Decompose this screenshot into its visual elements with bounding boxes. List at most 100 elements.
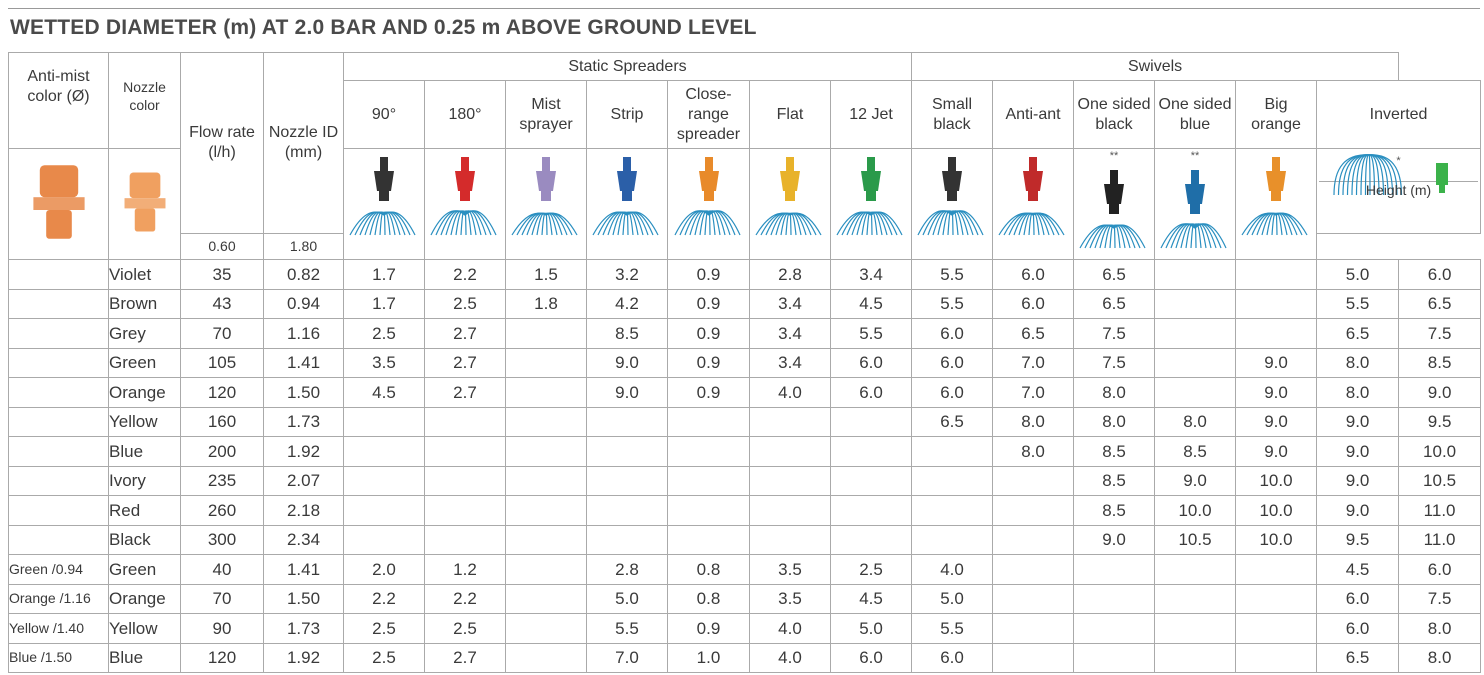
table-cell [8, 465, 109, 497]
nozzle-image [349, 157, 416, 236]
table-cell: 90 [180, 613, 264, 644]
table-cell [505, 613, 587, 644]
nozzle-image-cell [911, 147, 994, 261]
table-cell: 11.0 [1398, 524, 1482, 556]
column-header: One sided blue [1154, 80, 1237, 149]
table-cell [1235, 642, 1318, 674]
table-cell: Yellow /1.40 [8, 613, 109, 644]
table-cell: 10.0 [1398, 436, 1482, 467]
table-cell [586, 406, 668, 438]
table-cell: 4.0 [911, 554, 994, 585]
table-cell: Green [108, 347, 181, 379]
column-label: 180° [448, 105, 482, 123]
table-cell: 2.8 [586, 554, 668, 585]
table-cell [829, 465, 913, 497]
table-cell: 7.0 [992, 347, 1075, 379]
table-cell [992, 554, 1075, 585]
table-cell: 3.4 [829, 259, 913, 290]
table-cell [911, 465, 994, 497]
table-cell: 2.7 [424, 377, 506, 408]
table-cell: 6.0 [992, 288, 1075, 320]
table-cell: 4.0 [749, 613, 831, 644]
table-cell: 0.9 [667, 318, 750, 349]
height-value: 0.60 [180, 233, 264, 261]
nozzle-image-cell [424, 147, 506, 261]
top-rule [8, 8, 1480, 9]
table-cell [505, 347, 587, 379]
column-label: Nozzle color [123, 79, 166, 113]
table-cell: 8.5 [1073, 495, 1156, 526]
table-cell: 7.5 [1073, 347, 1156, 379]
table-cell: 8.0 [1316, 377, 1400, 408]
table-cell: 6.0 [1398, 259, 1482, 290]
table-cell: 10.0 [1235, 495, 1318, 526]
table-cell: 1.2 [424, 554, 506, 585]
table-cell: 2.2 [343, 583, 425, 615]
table-cell [1235, 288, 1318, 320]
table-cell: 3.5 [343, 347, 425, 379]
table-cell: 2.07 [263, 465, 344, 497]
table-cell: 3.5 [749, 583, 831, 615]
table-cell: 7.0 [992, 377, 1075, 408]
nozzle-image [673, 157, 741, 236]
table-cell [505, 436, 587, 467]
table-cell [8, 524, 109, 556]
table-cell [1154, 288, 1237, 320]
table-cell: 2.5 [829, 554, 913, 585]
table-cell: 9.0 [1316, 406, 1400, 438]
table-cell: 2.5 [424, 613, 506, 644]
table-cell: Violet [108, 259, 181, 290]
table-cell [8, 436, 109, 467]
table-cell: 6.0 [911, 318, 994, 349]
table-cell [1073, 554, 1156, 585]
table-cell: 1.41 [263, 347, 344, 379]
column-header: 90° [343, 80, 425, 149]
table-cell: 5.0 [911, 583, 994, 615]
column-header: Inverted [1316, 80, 1482, 149]
table-cell: 160 [180, 406, 264, 438]
table-cell [1073, 642, 1156, 674]
table-cell [1235, 554, 1318, 585]
group-header: Swivels [911, 52, 1400, 81]
nozzle-image [1079, 170, 1146, 249]
table-cell: Blue [108, 642, 181, 674]
table-cell: 3.4 [749, 288, 831, 320]
data-row: Ivory 235 2.07 8.5 9.0 10.0 9.0 10.5 [8, 465, 1482, 497]
data-row: Yellow /1.40 Yellow 90 1.73 2.5 2.5 5.5 0.9 4.0 5… [8, 613, 1482, 644]
column-header: Small black [911, 80, 994, 149]
table-cell [1154, 554, 1237, 585]
nozzle-image [1160, 170, 1227, 249]
table-cell: 70 [180, 318, 264, 349]
image-row: ** ** * Height (m) [8, 147, 1482, 261]
table-cell: 9.0 [1316, 436, 1400, 467]
table-cell: 9.0 [1073, 524, 1156, 556]
table-cell [424, 524, 506, 556]
table-cell: 4.2 [586, 288, 668, 320]
table-cell: 10.0 [1235, 524, 1318, 556]
table-cell: 5.5 [911, 259, 994, 290]
table-cell: 6.0 [911, 377, 994, 408]
table-cell: 9.5 [1398, 406, 1482, 438]
nozzle-image [998, 157, 1065, 236]
column-header: Nozzle color [108, 52, 181, 149]
table-cell: 200 [180, 436, 264, 467]
table-cell: 5.5 [911, 288, 994, 320]
table-cell [992, 642, 1075, 674]
table-cell [1154, 377, 1237, 408]
table-cell: 0.9 [667, 288, 750, 320]
table-cell [992, 465, 1075, 497]
table-cell [8, 288, 109, 320]
inverted-image-cell: * Height (m) [1316, 147, 1482, 235]
data-row: Black 300 2.34 9.0 10.5 10.0 9.5 11.0 [8, 524, 1482, 556]
nozzle-image-cell [992, 147, 1075, 261]
table-cell: 8.5 [586, 318, 668, 349]
table-cell [424, 465, 506, 497]
table-cell: 4.5 [829, 583, 913, 615]
nozzle-image-cell [1235, 147, 1318, 261]
table-cell: 3.4 [749, 318, 831, 349]
table-cell [1154, 642, 1237, 674]
table-cell [8, 495, 109, 526]
table-cell [829, 436, 913, 467]
table-cell [1073, 613, 1156, 644]
nozzle-image [430, 157, 497, 236]
